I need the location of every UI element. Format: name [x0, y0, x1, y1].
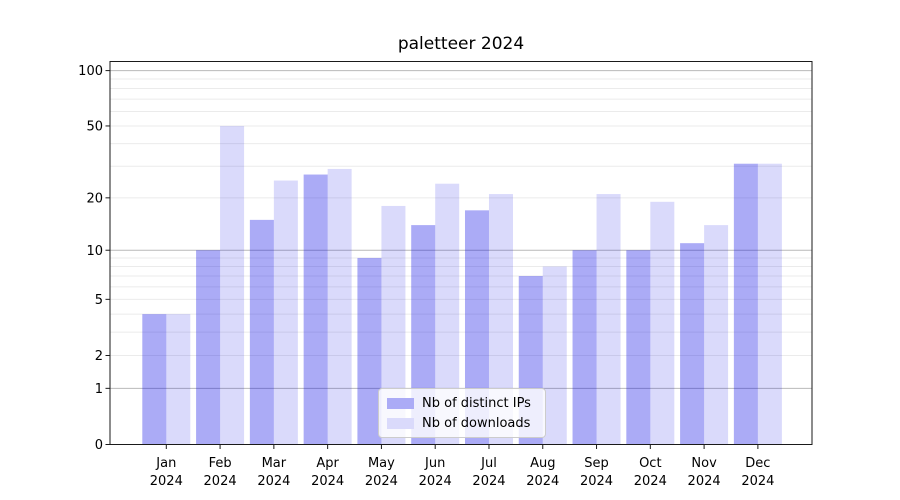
- bar-downloads-dec: [757, 163, 782, 445]
- bar-ips-feb: [196, 250, 221, 445]
- bar-ips-sep: [572, 250, 597, 445]
- bar-downloads-jul: [488, 194, 513, 445]
- bar-ips-nov: [680, 243, 705, 445]
- bar-ips-oct: [626, 250, 651, 445]
- x-tick-label-year: 2024: [526, 474, 559, 489]
- x-tick-label-year: 2024: [419, 474, 452, 489]
- x-tick-label-month: Jan: [155, 456, 176, 471]
- y-tick-label: 1: [95, 382, 103, 397]
- legend-label: Nb of downloads: [422, 415, 531, 431]
- x-tick-label-year: 2024: [580, 474, 613, 489]
- y-tick-label: 20: [86, 191, 103, 206]
- x-tick-label-month: Nov: [691, 456, 717, 471]
- x-tick-label-year: 2024: [634, 474, 667, 489]
- x-tick-label-month: Apr: [316, 456, 339, 471]
- y-tick-label: 10: [86, 244, 103, 259]
- bar-downloads-oct: [650, 201, 675, 445]
- chart-title: paletteer 2024: [397, 34, 525, 54]
- x-tick-label-year: 2024: [365, 474, 398, 489]
- x-tick-label-year: 2024: [311, 474, 344, 489]
- legend-label: Nb of distinct IPs: [422, 395, 531, 411]
- legend-item-distinct-ips: Nb of distinct IPs: [379, 396, 545, 411]
- x-tick-label-month: Aug: [530, 456, 555, 471]
- bar-downloads-feb: [220, 125, 245, 445]
- x-tick-label-year: 2024: [472, 474, 505, 489]
- y-tick-label: 100: [78, 64, 103, 79]
- bar-downloads-sep: [596, 194, 621, 445]
- bar-ips-mar: [249, 219, 274, 445]
- y-tick-label: 5: [95, 293, 103, 308]
- legend-swatch-distinct-ips: [387, 397, 414, 409]
- axes-frame: [109, 61, 813, 445]
- bar-downloads-apr: [327, 168, 352, 445]
- x-tick-label-month: May: [368, 456, 395, 471]
- x-tick-label-month: Feb: [209, 456, 232, 471]
- x-tick-label-year: 2024: [688, 474, 721, 489]
- x-tick-label-month: Jul: [480, 456, 497, 471]
- x-tick-label-month: Sep: [584, 456, 609, 471]
- x-tick-label-month: Oct: [639, 456, 661, 471]
- bar-downloads-aug: [542, 266, 567, 445]
- y-tick-label: 50: [86, 120, 103, 135]
- legend-item-downloads: Nb of downloads: [379, 416, 545, 431]
- x-tick-label-year: 2024: [204, 474, 237, 489]
- bar-downloads-nov: [704, 225, 729, 445]
- bar-ips-may: [357, 257, 382, 445]
- bar-ips-apr: [303, 174, 328, 445]
- x-tick-label-year: 2024: [741, 474, 774, 489]
- x-tick-label-year: 2024: [257, 474, 290, 489]
- y-tick-label: 0: [95, 438, 103, 453]
- bar-downloads-jan: [166, 314, 191, 445]
- legend: Nb of distinct IPs Nb of downloads: [378, 388, 546, 438]
- legend-swatch-downloads: [387, 417, 414, 429]
- x-tick-label-month: Mar: [262, 456, 287, 471]
- x-tick-label-year: 2024: [150, 474, 183, 489]
- x-tick-label-month: Jun: [424, 456, 445, 471]
- y-tick-label: 2: [95, 349, 103, 364]
- x-tick-label-month: Dec: [745, 456, 770, 471]
- bar-downloads-mar: [273, 180, 298, 445]
- bar-ips-dec: [733, 163, 758, 445]
- bar-ips-jan: [142, 314, 167, 445]
